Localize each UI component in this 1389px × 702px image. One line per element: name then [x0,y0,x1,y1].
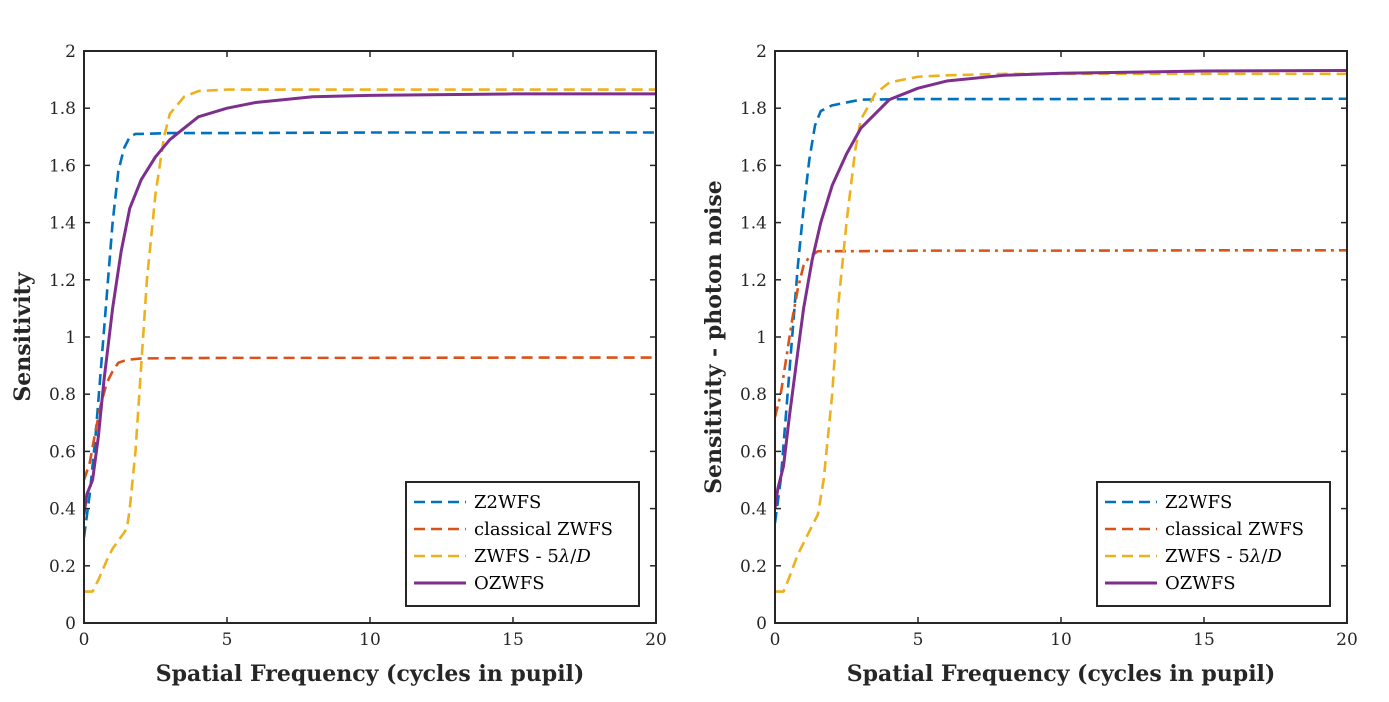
y-tick-label: 2 [65,42,76,62]
legend-label: OZWFS [1165,573,1236,594]
series-line-ozwfs [84,92,656,515]
y-tick-label: 1.6 [49,156,76,176]
y-tick-label: 1.4 [740,214,767,234]
legend-label: ZWFS - 5λ/D [1165,546,1282,567]
y-tick-label: 2 [756,42,767,62]
series-group [84,88,656,593]
series-line-classical-zwfs [84,356,656,481]
x-tick-label: 20 [1336,630,1358,650]
y-tick-label: 0.6 [740,442,767,462]
legend-box [405,481,640,607]
x-tick-label: 15 [1193,630,1215,650]
chart-1: 0 5 10 15 20 0 0.2 0.4 0.6 0.8 1 1.2 1.4 1.6 1.8 2 Spati… [10,42,667,687]
y-tick-label: 1.2 [740,271,767,291]
y-tick-label: 1.4 [49,214,76,234]
x-tick-label: 10 [359,630,381,650]
legend-label: OZWFS [474,573,545,594]
legend-box [1096,481,1331,607]
x-tick-label: 0 [770,630,781,650]
x-axis-label: Spatial Frequency (cycles in pupil) [847,661,1276,687]
y-tick-label: 0 [756,614,767,634]
x-tick-label: 15 [502,630,524,650]
legend-label: ZWFS - 5λ/D [474,546,591,567]
y-tick-label: 1 [756,328,767,348]
series-line-zwfs-5-d [84,88,656,593]
x-axis-label: Spatial Frequency (cycles in pupil) [156,661,585,687]
x-tick-label: 0 [79,630,90,650]
y-tick-label: 0.4 [49,500,76,520]
y-tick-label: 0.6 [49,442,76,462]
legend-label: Z2WFS [1165,492,1232,513]
y-axis-label: Sensitivity - photon noise [701,180,727,494]
x-tick-label: 20 [645,630,667,650]
legend-label: classical ZWFS [1165,519,1304,540]
legend: Z2WFS classical ZWFS ZWFS - 5λ/D OZWFS [405,481,640,607]
series-line-z2wfs [84,131,656,538]
legend-label: classical ZWFS [474,519,613,540]
y-tick-label: 0.4 [740,500,767,520]
series-group [775,68,1347,593]
y-tick-label: 1.8 [740,99,767,119]
x-tick-label: 5 [913,630,924,650]
series-line-ozwfs [775,68,1347,509]
y-tick-label: 0.2 [49,557,76,577]
y-tick-label: 0.8 [740,385,767,405]
x-tick-label: 10 [1050,630,1072,650]
y-tick-label: 0.2 [740,557,767,577]
legend-label: Z2WFS [474,492,541,513]
y-tick-label: 1 [65,328,76,348]
y-tick-label: 0 [65,614,76,634]
y-tick-label: 1.8 [49,99,76,119]
y-tick-label: 1.6 [740,156,767,176]
y-axis-label: Sensitivity [10,271,36,401]
x-tick-label: 5 [222,630,233,650]
y-tick-label: 1.2 [49,271,76,291]
y-tick-label: 0.8 [49,385,76,405]
series-line-z2wfs [775,97,1347,524]
chart-2: 0 5 10 15 20 0 0.2 0.4 0.6 0.8 1 1.2 1.4 1.6 1.8 2 Spati… [701,42,1358,687]
legend: Z2WFS classical ZWFS ZWFS - 5λ/D OZWFS [1096,481,1331,607]
